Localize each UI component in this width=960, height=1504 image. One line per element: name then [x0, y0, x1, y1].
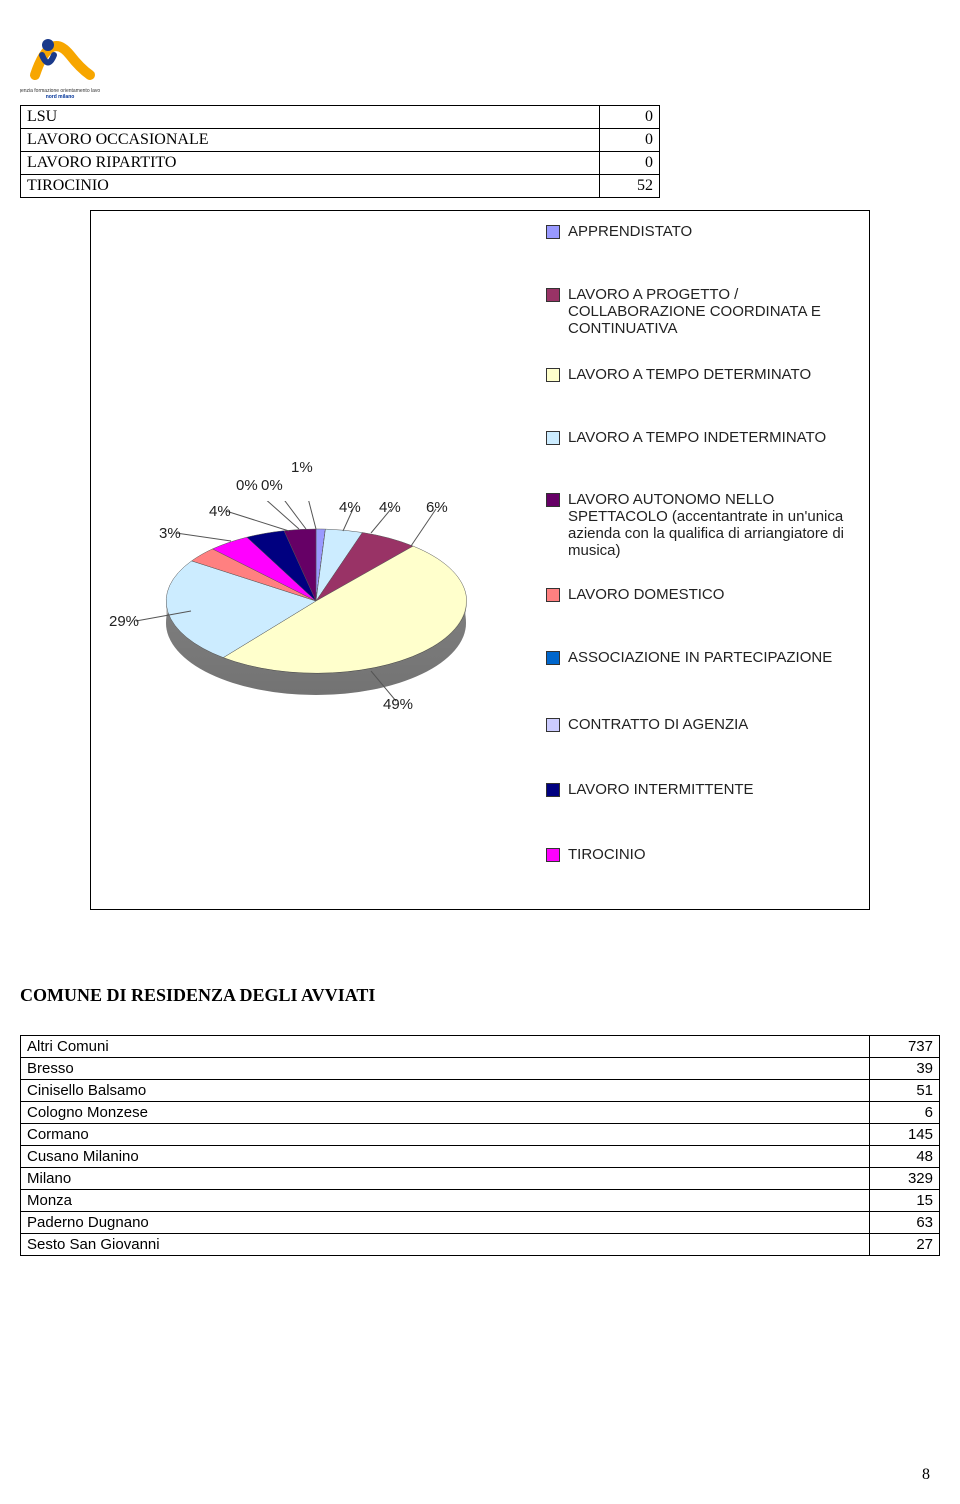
- cell-label: LAVORO OCCASIONALE: [21, 129, 600, 152]
- cell-value: 15: [870, 1190, 940, 1212]
- cell-value: 0: [600, 106, 660, 129]
- legend-intermittente: LAVORO INTERMITTENTE: [546, 781, 856, 798]
- swatch-icon: [546, 783, 560, 797]
- cell-label: TIROCINIO: [21, 175, 600, 198]
- pie-pct-0a: 0%: [261, 477, 283, 494]
- cell-label: Altri Comuni: [21, 1036, 870, 1058]
- legend-tirocinio: TIROCINIO: [546, 846, 856, 863]
- table-row: LAVORO OCCASIONALE0: [21, 129, 660, 152]
- swatch-icon: [546, 493, 560, 507]
- cell-label: LAVORO RIPARTITO: [21, 152, 600, 175]
- cell-label: Cinisello Balsamo: [21, 1080, 870, 1102]
- cell-value: 63: [870, 1212, 940, 1234]
- legend-label: LAVORO A TEMPO INDETERMINATO: [568, 429, 826, 446]
- cell-label: Sesto San Giovanni: [21, 1234, 870, 1256]
- section-title-comune: COMUNE DI RESIDENZA DEGLI AVVIATI: [20, 985, 375, 1006]
- contract-type-table: LSU0 LAVORO OCCASIONALE0 LAVORO RIPARTIT…: [20, 105, 660, 198]
- legend-progetto: LAVORO A PROGETTO / COLLABORAZIONE COORD…: [546, 286, 856, 337]
- cell-label: Milano: [21, 1168, 870, 1190]
- cell-value: 737: [870, 1036, 940, 1058]
- table-row: Sesto San Giovanni27: [21, 1234, 940, 1256]
- pie-pct-0b: 0%: [236, 477, 258, 494]
- cell-label: Paderno Dugnano: [21, 1212, 870, 1234]
- pie-pct-4top: 4%: [209, 503, 231, 520]
- legend-determinato: LAVORO A TEMPO DETERMINATO: [546, 366, 856, 383]
- swatch-icon: [546, 368, 560, 382]
- cell-label: Bresso: [21, 1058, 870, 1080]
- pie-pct-3: 3%: [159, 525, 181, 542]
- table-row: TIROCINIO52: [21, 175, 660, 198]
- table-row: LSU0: [21, 106, 660, 129]
- legend-label: LAVORO A PROGETTO / COLLABORAZIONE COORD…: [568, 286, 856, 337]
- cell-value: 145: [870, 1124, 940, 1146]
- cell-value: 52: [600, 175, 660, 198]
- pie-chart: 1% 0% 0% 4% 3% 4% 4% 6% 29% 49%: [121, 501, 511, 721]
- legend-autonomo: LAVORO AUTONOMO NELLO SPETTACOLO (accent…: [546, 491, 856, 559]
- legend-label: LAVORO INTERMITTENTE: [568, 781, 754, 798]
- cell-value: 51: [870, 1080, 940, 1102]
- swatch-icon: [546, 225, 560, 239]
- swatch-icon: [546, 848, 560, 862]
- cell-label: Cologno Monzese: [21, 1102, 870, 1124]
- swatch-icon: [546, 718, 560, 732]
- table-row: Altri Comuni737: [21, 1036, 940, 1058]
- legend-associazione: ASSOCIAZIONE IN PARTECIPAZIONE: [546, 649, 856, 666]
- legend-label: LAVORO DOMESTICO: [568, 586, 724, 603]
- legend-indeterminato: LAVORO A TEMPO INDETERMINATO: [546, 429, 856, 446]
- legend-agenzia: CONTRATTO DI AGENZIA: [546, 716, 856, 733]
- cell-label: Cusano Milanino: [21, 1146, 870, 1168]
- cell-value: 0: [600, 129, 660, 152]
- cell-label: LSU: [21, 106, 600, 129]
- pie-pct-49: 49%: [383, 696, 413, 713]
- svg-text:nord milano: nord milano: [46, 94, 75, 100]
- table-row: Cormano145: [21, 1124, 940, 1146]
- legend-label: APPRENDISTATO: [568, 223, 692, 240]
- cell-value: 6: [870, 1102, 940, 1124]
- swatch-icon: [546, 431, 560, 445]
- table-row: LAVORO RIPARTITO0: [21, 152, 660, 175]
- cell-label: Cormano: [21, 1124, 870, 1146]
- table-row: Monza15: [21, 1190, 940, 1212]
- legend-label: LAVORO A TEMPO DETERMINATO: [568, 366, 811, 383]
- pie-pct-4a: 4%: [339, 499, 361, 516]
- legend-label: ASSOCIAZIONE IN PARTECIPAZIONE: [568, 649, 832, 666]
- legend-apprendistato: APPRENDISTATO: [546, 223, 856, 240]
- cell-value: 39: [870, 1058, 940, 1080]
- table-row: Cinisello Balsamo51: [21, 1080, 940, 1102]
- table-row: Cologno Monzese6: [21, 1102, 940, 1124]
- pie-chart-container: APPRENDISTATO LAVORO A PROGETTO / COLLAB…: [90, 210, 870, 910]
- comune-residenza-table: Altri Comuni737 Bresso39 Cinisello Balsa…: [20, 1035, 940, 1256]
- agency-logo: agenzia formazione orientamento lavoro n…: [20, 20, 100, 100]
- swatch-icon: [546, 651, 560, 665]
- table-row: Bresso39: [21, 1058, 940, 1080]
- cell-value: 329: [870, 1168, 940, 1190]
- legend-label: LAVORO AUTONOMO NELLO SPETTACOLO (accent…: [568, 491, 856, 559]
- page-number: 8: [922, 1466, 930, 1484]
- swatch-icon: [546, 588, 560, 602]
- table-row: Paderno Dugnano63: [21, 1212, 940, 1234]
- table-row: Milano329: [21, 1168, 940, 1190]
- cell-label: Monza: [21, 1190, 870, 1212]
- pie-pct-6: 6%: [426, 499, 448, 516]
- cell-value: 27: [870, 1234, 940, 1256]
- cell-value: 0: [600, 152, 660, 175]
- pie-pct-29: 29%: [109, 613, 139, 630]
- table-row: Cusano Milanino48: [21, 1146, 940, 1168]
- legend-domestico: LAVORO DOMESTICO: [546, 586, 856, 603]
- legend-label: CONTRATTO DI AGENZIA: [568, 716, 748, 733]
- pie-pct-1: 1%: [291, 459, 313, 476]
- cell-value: 48: [870, 1146, 940, 1168]
- pie-pct-4b: 4%: [379, 499, 401, 516]
- swatch-icon: [546, 288, 560, 302]
- legend-label: TIROCINIO: [568, 846, 646, 863]
